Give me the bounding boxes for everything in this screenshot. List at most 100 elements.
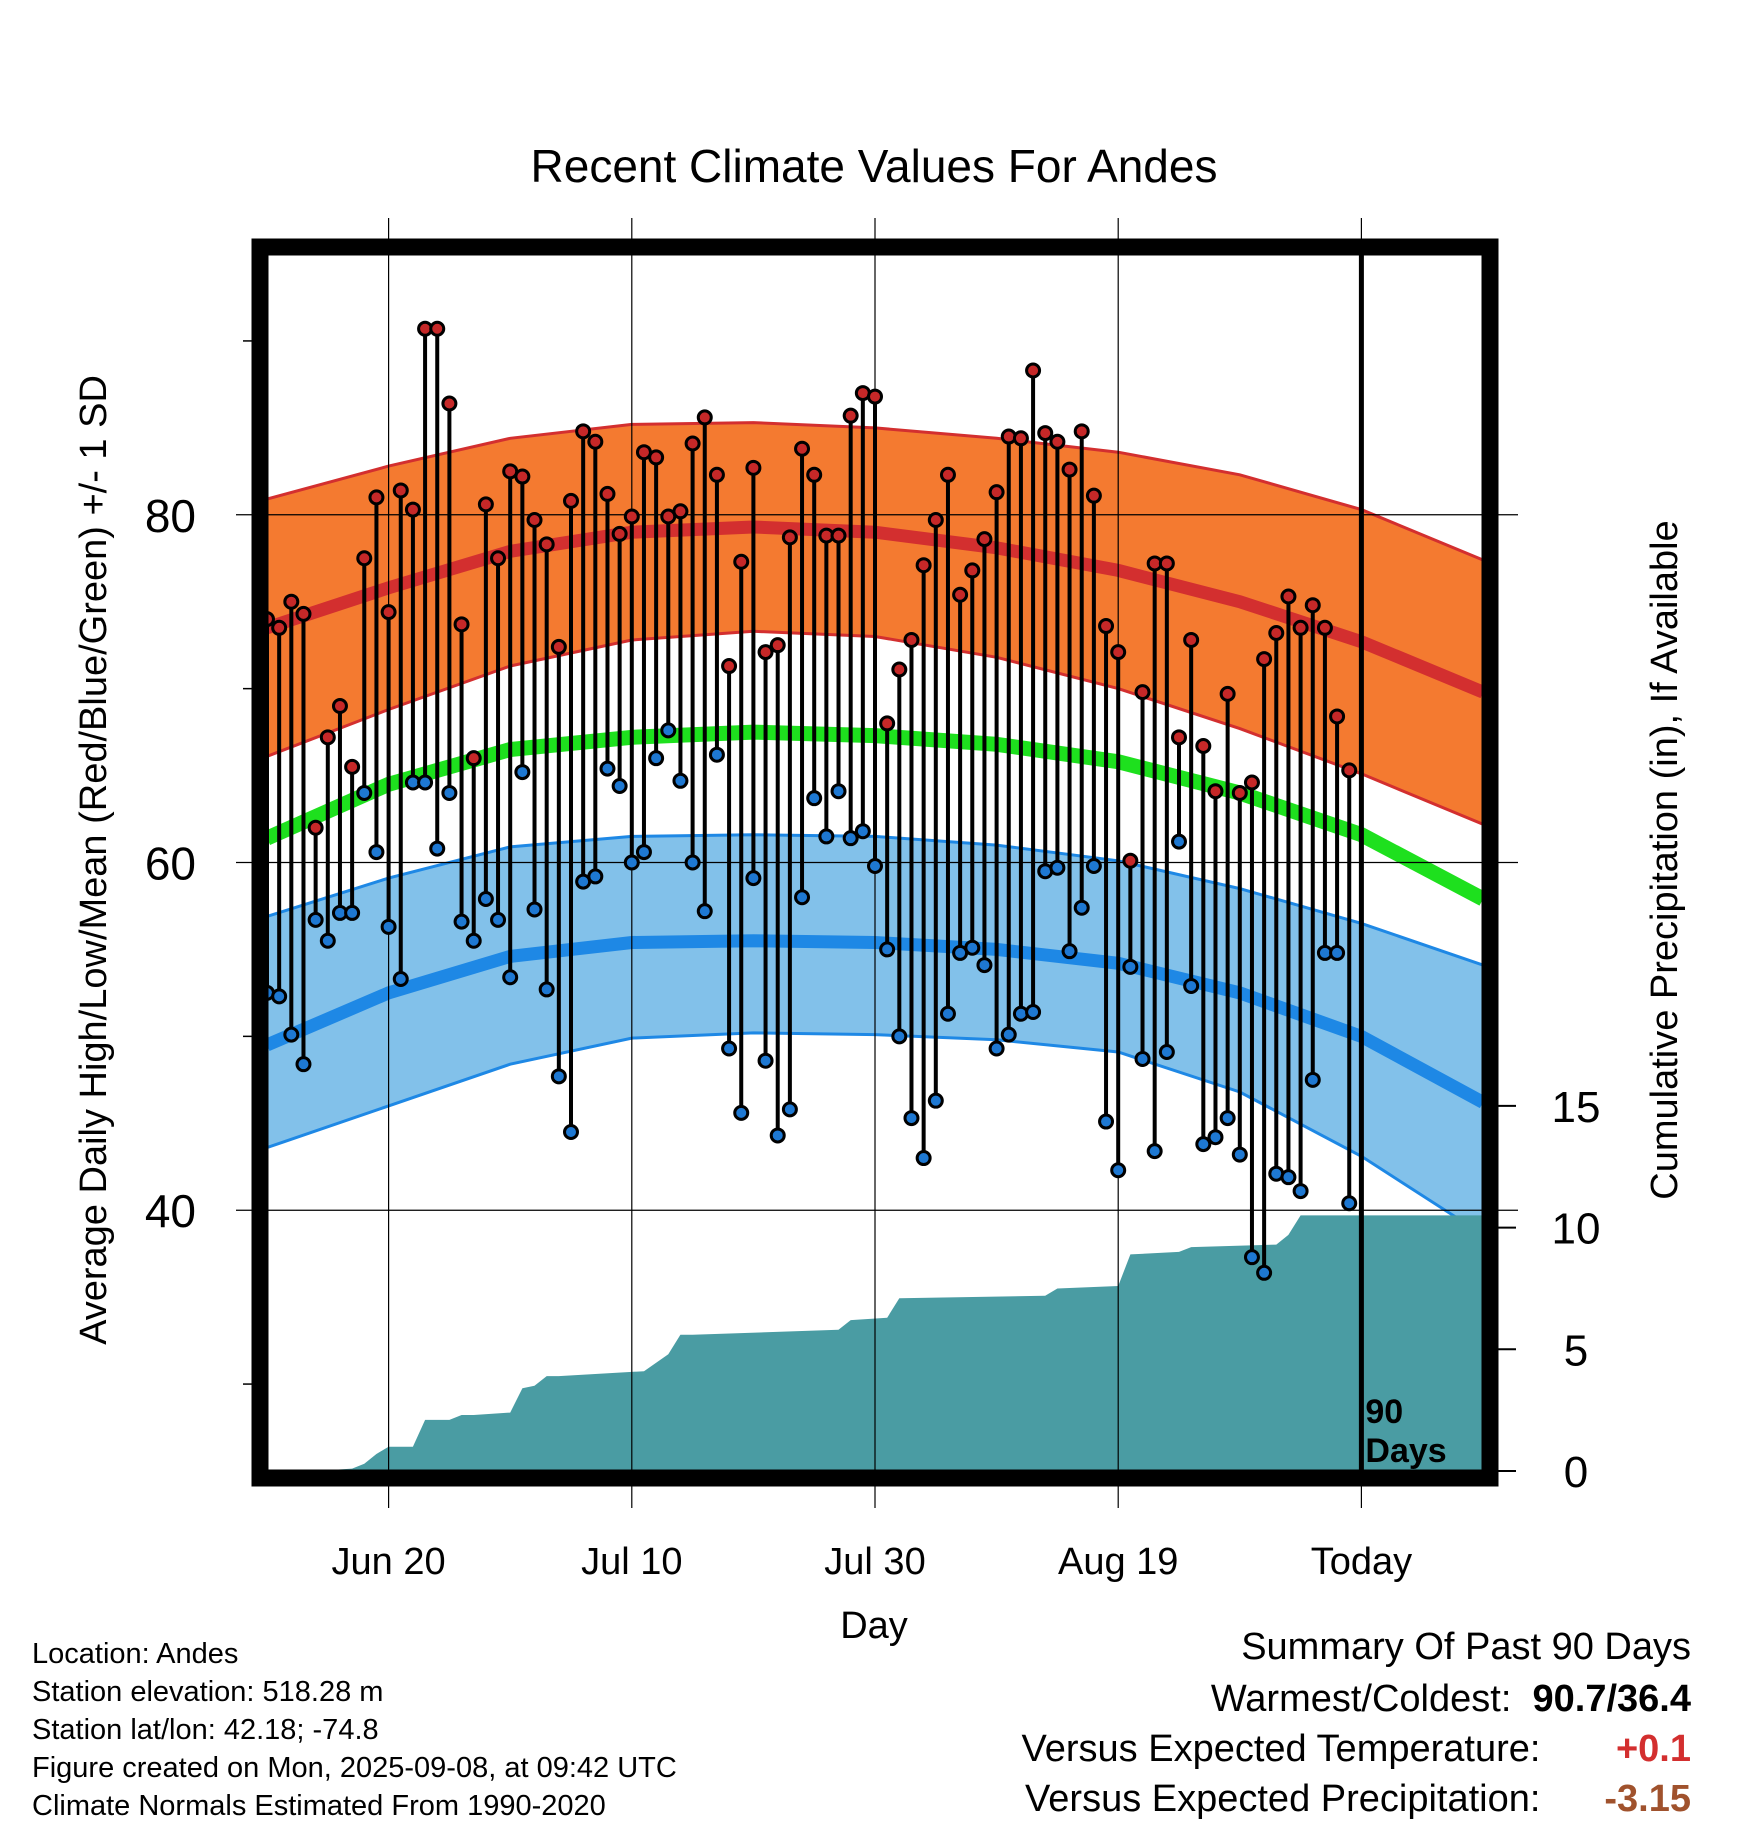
daily-low-point [1207, 1129, 1224, 1146]
daily-low-point [477, 891, 494, 908]
daily-low-point [696, 903, 713, 920]
daily-low-point [1329, 944, 1346, 961]
daily-low-point [611, 778, 628, 795]
daily-high-point [623, 508, 640, 525]
daily-low-point [733, 1104, 750, 1121]
daily-low-point [392, 970, 409, 987]
daily-low-point [672, 772, 689, 789]
daily-low-point [417, 774, 434, 791]
daily-high-point [380, 604, 397, 621]
daily-high-point [344, 758, 361, 775]
summary-precipitation: Versus Expected Precipitation: -3.15 [1025, 1780, 1691, 1818]
marker-label-line1: 90 [1365, 1393, 1403, 1431]
daily-high-point [1219, 685, 1236, 702]
daily-high-point [891, 661, 908, 678]
daily-high-point [733, 553, 750, 570]
daily-high-point [1280, 588, 1297, 605]
daily-low-point [1110, 1162, 1127, 1179]
daily-high-point [550, 638, 567, 655]
daily-low-point [684, 854, 701, 871]
daily-high-point [1304, 597, 1321, 614]
daily-low-point [538, 981, 555, 998]
daily-high-point [939, 466, 956, 483]
daily-low-point [830, 783, 847, 800]
daily-high-point [648, 449, 665, 466]
daily-high-point [1025, 362, 1042, 379]
daily-low-point [745, 870, 762, 887]
daily-high-point [806, 466, 823, 483]
daily-low-point [587, 868, 604, 885]
daily-low-point [563, 1123, 579, 1140]
daily-high-point [830, 527, 847, 544]
daily-low-point [599, 760, 616, 777]
daily-high-point [283, 593, 300, 610]
daily-high-point [441, 395, 458, 412]
daily-high-point [915, 557, 932, 574]
daily-high-point [392, 482, 409, 499]
daily-low-point [1098, 1113, 1115, 1130]
daily-high-point [1292, 619, 1309, 636]
daily-low-point [1025, 1004, 1042, 1021]
daily-low-point [490, 911, 507, 928]
daily-low-point [1231, 1146, 1248, 1163]
daily-high-point [575, 423, 592, 440]
daily-low-point [903, 1110, 920, 1127]
extremes-label: Warmest/Coldest: [1210, 1678, 1512, 1720]
daily-low-point [1061, 943, 1078, 960]
latlon-text: Station lat/lon: 42.18; -74.8 [32, 1714, 379, 1746]
y2-tick-label: 5 [1564, 1326, 1588, 1375]
daily-high-point [708, 466, 725, 483]
x-tick-label: Jul 30 [824, 1541, 925, 1583]
daily-high-point [453, 616, 470, 633]
x-tick-label: Jul 10 [581, 1541, 682, 1583]
daily-low-point [368, 844, 385, 861]
daily-high-point [490, 550, 507, 567]
extremes-value: 90.7/36.4 [1532, 1678, 1691, 1720]
daily-high-point [842, 407, 859, 424]
daily-high-point [319, 729, 336, 746]
temp-value: +0.1 [1615, 1728, 1691, 1770]
daily-high-point [538, 536, 555, 553]
daily-high-point [1122, 852, 1139, 869]
daily-low-point [1158, 1044, 1175, 1061]
daily-low-point [1000, 1026, 1017, 1043]
daily-high-point [526, 512, 543, 529]
daily-high-point [1243, 774, 1260, 791]
daily-high-point [696, 409, 713, 426]
daily-low-point [867, 857, 883, 874]
daily-high-point [307, 819, 324, 836]
daily-high-point [611, 525, 628, 542]
daily-high-point [1171, 729, 1187, 746]
daily-high-point [769, 637, 786, 654]
daily-low-point [1085, 857, 1102, 874]
daily-high-point [477, 496, 494, 513]
daily-low-point [879, 941, 896, 958]
daily-low-point [1183, 977, 1200, 994]
daily-high-point [563, 492, 579, 509]
daily-low-point [295, 1056, 312, 1073]
x-tick-label: Jun 20 [332, 1541, 446, 1583]
daily-high-point [1231, 784, 1248, 801]
daily-low-point [939, 1005, 956, 1022]
daily-low-point [842, 830, 859, 847]
daily-high-point [1061, 461, 1078, 478]
marker-label-line2: Days [1365, 1432, 1446, 1470]
daily-high-point [1085, 487, 1102, 504]
summary-temperature: Versus Expected Temperature: +0.1 [1022, 1730, 1691, 1768]
daily-high-point [1134, 684, 1151, 701]
created-text: Figure created on Mon, 2025-09-08, at 09… [32, 1752, 677, 1784]
daily-high-point [1195, 738, 1212, 755]
daily-high-point [745, 459, 762, 476]
plot-frame [251, 238, 1499, 1487]
precip-label: Versus Expected Precipitation: [1025, 1778, 1541, 1820]
daily-high-point [976, 531, 993, 548]
daily-low-point [1171, 833, 1187, 850]
daily-low-point [441, 784, 458, 801]
daily-high-point [672, 503, 689, 520]
daily-low-point [660, 722, 677, 739]
daily-low-point [271, 988, 288, 1005]
daily-high-point [757, 644, 774, 661]
daily-low-point [1146, 1143, 1163, 1160]
daily-high-point [1207, 783, 1224, 800]
